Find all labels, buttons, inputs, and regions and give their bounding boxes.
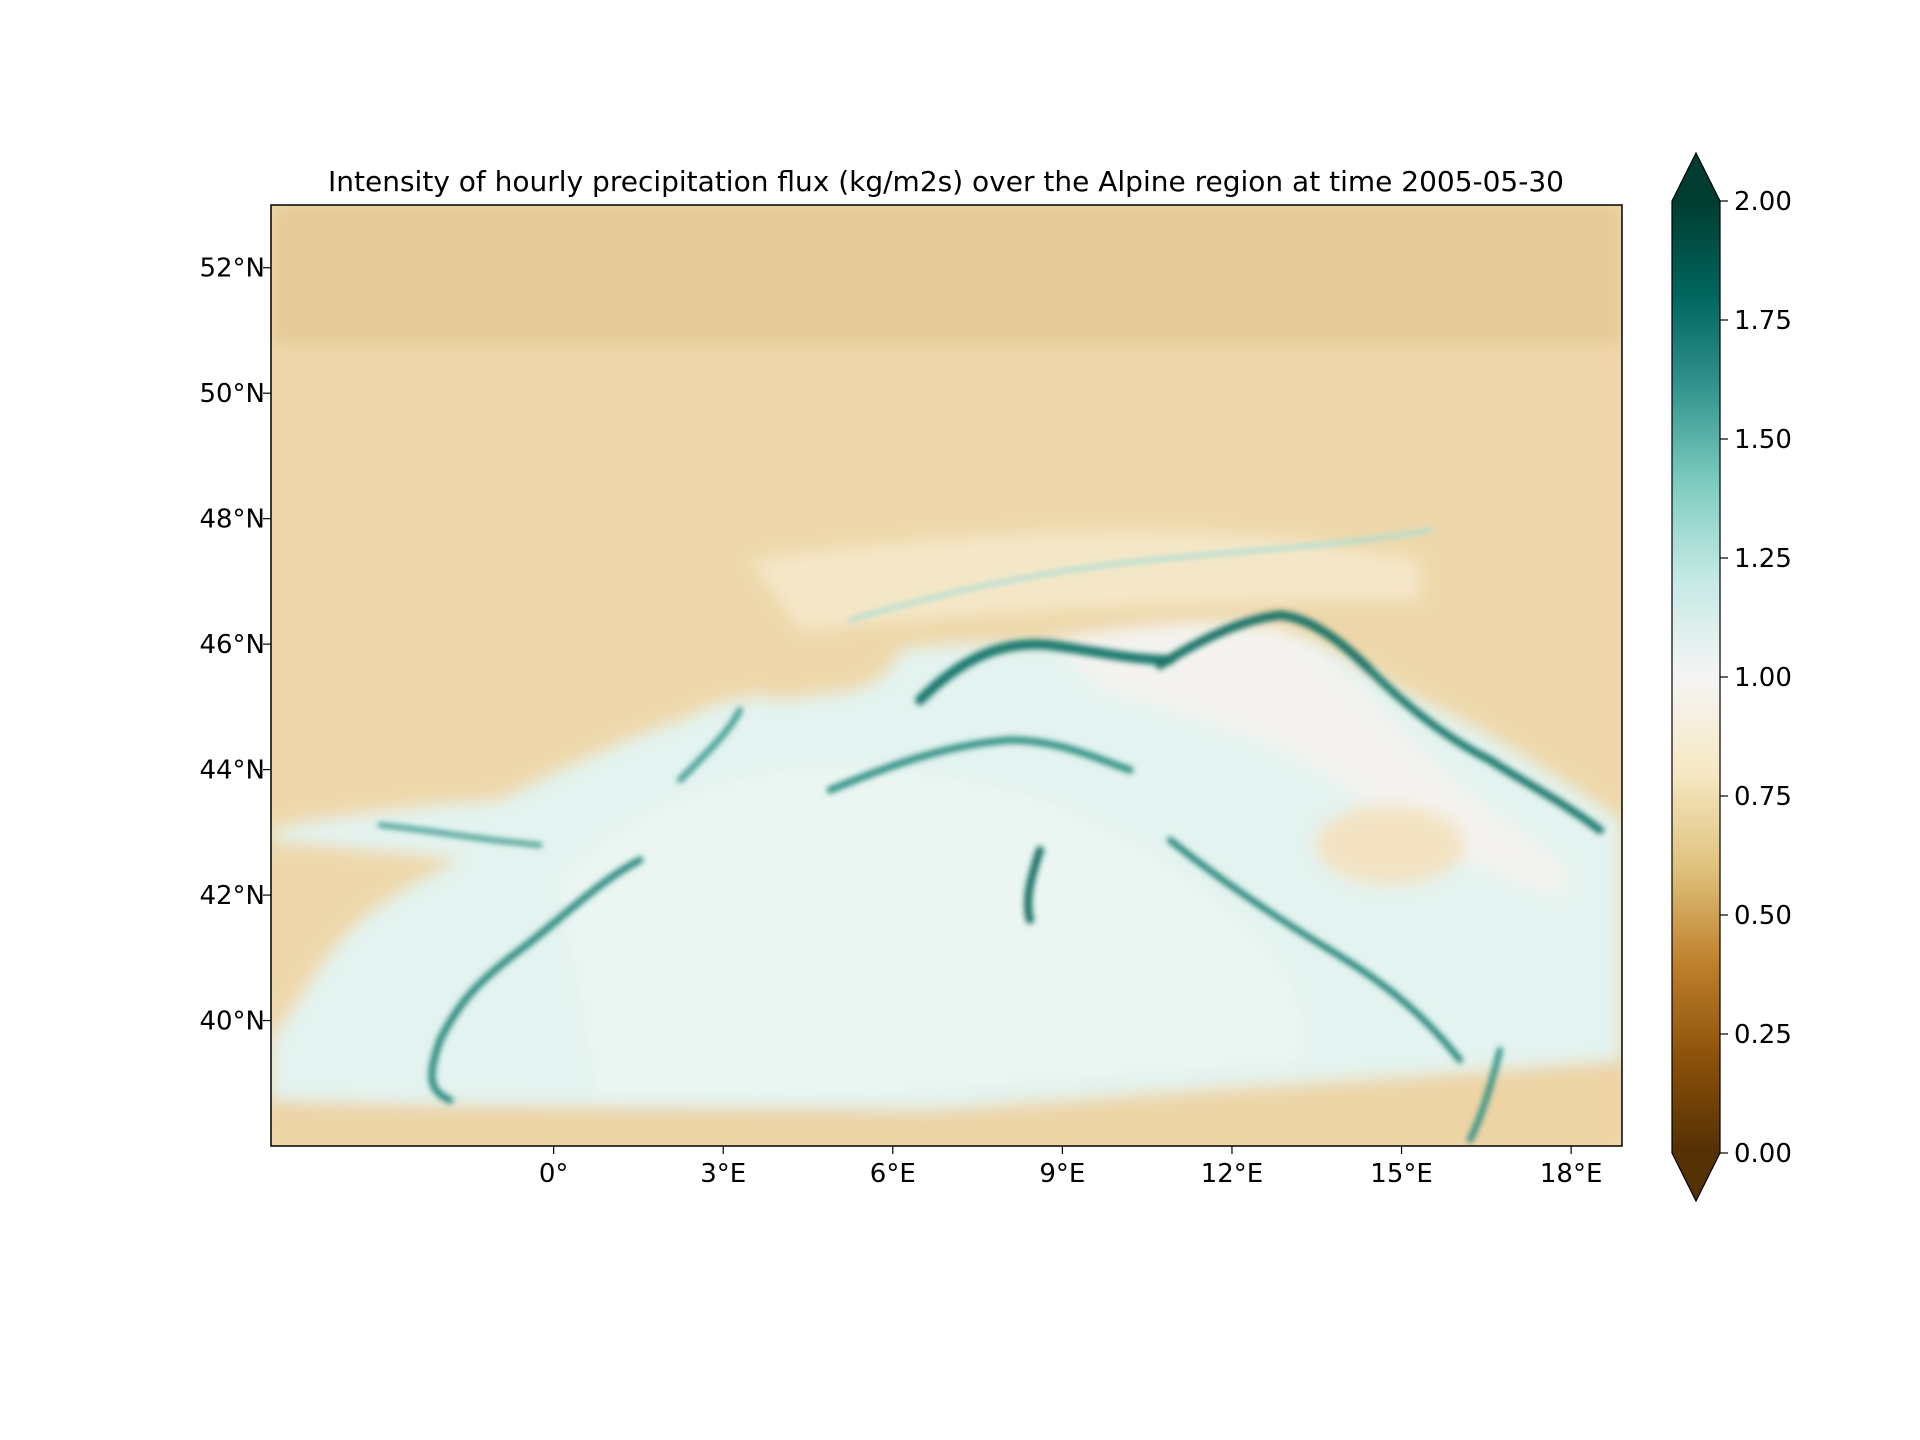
- colorbar-tick-label: 1.50: [1734, 425, 1792, 455]
- x-tick-label: 3°E: [700, 1159, 746, 1189]
- y-tick-label: 44°N: [199, 756, 265, 786]
- colorbar-tick-label: 2.00: [1734, 187, 1792, 217]
- x-tick-label: 0°: [539, 1159, 569, 1189]
- colorbar-extend-min: [1672, 1153, 1720, 1201]
- colorbar-tick-label: 0.00: [1734, 1139, 1792, 1169]
- y-tick-label: 42°N: [199, 881, 265, 911]
- colorbar-ticks: 0.00 0.25 0.50 0.75 1.00 1.25 1.50 1.75 2.00: [1720, 187, 1792, 1169]
- colorbar-tick-label: 0.75: [1734, 782, 1792, 812]
- colorbar-tick-label: 0.50: [1734, 901, 1792, 931]
- x-tick-label: 18°E: [1540, 1159, 1603, 1189]
- x-tick-label: 12°E: [1201, 1159, 1264, 1189]
- italy-peninsula: [1315, 805, 1465, 885]
- x-tick-label: 9°E: [1039, 1159, 1085, 1189]
- y-tick-label: 46°N: [199, 630, 265, 660]
- y-tick-label: 48°N: [199, 505, 265, 535]
- colorbar-extend-max: [1672, 153, 1720, 201]
- colorbar-tick-label: 1.00: [1734, 663, 1792, 693]
- x-tick-label: 6°E: [870, 1159, 916, 1189]
- x-axis-ticks: 0° 3°E 6°E 9°E 12°E 15°E 18°E: [539, 1146, 1603, 1189]
- colorbar-tick-label: 0.25: [1734, 1020, 1792, 1050]
- precipitation-field: [271, 205, 1622, 1146]
- y-tick-label: 52°N: [199, 254, 265, 284]
- colorbar-gradient: [1672, 201, 1720, 1153]
- colorbar: 0.00 0.25 0.50 0.75 1.00 1.25 1.50 1.75 2.00: [1672, 153, 1792, 1201]
- northern-land-band: [271, 205, 1622, 345]
- y-tick-label: 40°N: [199, 1007, 265, 1037]
- y-tick-label: 50°N: [199, 379, 265, 409]
- colorbar-tick-label: 1.75: [1734, 306, 1792, 336]
- chart-title: Intensity of hourly precipitation flux (…: [328, 165, 1564, 198]
- x-tick-label: 15°E: [1370, 1159, 1433, 1189]
- y-axis-ticks: 40°N 42°N 44°N 46°N 48°N 50°N 52°N: [199, 254, 271, 1037]
- colorbar-tick-label: 1.25: [1734, 544, 1792, 574]
